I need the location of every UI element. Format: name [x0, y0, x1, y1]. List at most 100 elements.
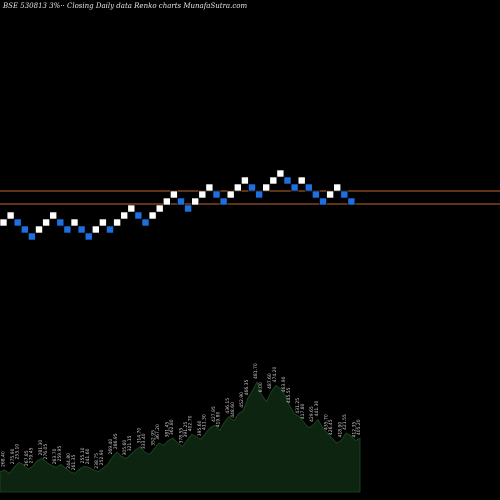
- renko-brick: [262, 183, 271, 192]
- renko-brick: [191, 197, 199, 206]
- renko-brick: [340, 190, 349, 199]
- volume-label: 452.90: [239, 392, 245, 408]
- volume-label: 238.75: [94, 453, 100, 469]
- renko-brick: [134, 211, 143, 220]
- volume-label: 244.80: [66, 453, 72, 469]
- volume-label: 263.70: [52, 448, 58, 464]
- volume-label: 405.20: [356, 419, 362, 435]
- volume-label: 426.45: [328, 419, 334, 435]
- volume-label: 281.30: [38, 440, 44, 456]
- volume-label: 279.45: [29, 447, 35, 463]
- renko-brick: [127, 204, 136, 213]
- volume-label: 435.70: [323, 414, 329, 430]
- renko-brick: [92, 225, 100, 234]
- renko-brick: [106, 225, 114, 234]
- volume-label: 378.55: [178, 428, 184, 444]
- volume-label: 427.95: [211, 406, 217, 422]
- renko-brick: [35, 225, 43, 234]
- volume-label: 305.60: [122, 440, 128, 456]
- volume-label: 367.20: [155, 424, 161, 440]
- volume-label: 362.80: [169, 419, 175, 435]
- renko-brick: [205, 183, 214, 192]
- renko-brick: [226, 190, 235, 199]
- renko-brick: [155, 204, 164, 213]
- renko-brick: [276, 169, 285, 178]
- renko-brick: [141, 218, 150, 227]
- volume-label: 412.35: [351, 422, 357, 438]
- volume-label: 321.15: [127, 435, 133, 451]
- volume-label: 448.60: [230, 402, 236, 418]
- volume-label: 269.40: [108, 439, 114, 455]
- volume-label: 259.95: [57, 446, 63, 462]
- volume-label: 251.95: [0, 453, 2, 469]
- renko-brick: [319, 197, 327, 206]
- volume-label: 286.95: [113, 433, 119, 449]
- renko-brick: [49, 211, 58, 220]
- volume-label: 352.95: [150, 430, 156, 446]
- volume-label: 255.10: [80, 447, 86, 463]
- renko-brick: [13, 218, 22, 227]
- renko-brick: [212, 190, 221, 199]
- renko-brick: [184, 204, 192, 213]
- volume-label: 252.90: [99, 449, 105, 465]
- volume-label: 429.65: [309, 406, 315, 422]
- renko-brick: [312, 190, 320, 199]
- volume-label: 466.35: [244, 380, 250, 396]
- volume-label: 441.30: [314, 401, 320, 417]
- volume-label: 421.55: [342, 414, 348, 430]
- volume-label: 445.55: [286, 387, 292, 403]
- renko-brick: [297, 176, 306, 185]
- volume-label: 411.30: [202, 414, 208, 430]
- renko-brick: [269, 176, 278, 185]
- renko-brick: [63, 225, 72, 234]
- renko-brick: [77, 225, 86, 234]
- renko-brick: [113, 218, 121, 227]
- renko-brick: [283, 176, 292, 185]
- renko-brick: [148, 211, 157, 220]
- renko-brick: [290, 183, 299, 192]
- volume-label: 253.10: [15, 444, 21, 460]
- volume-label: 381.45: [164, 422, 170, 438]
- volume-label: 333.40: [141, 433, 147, 449]
- volume-label: 418.90: [337, 422, 343, 438]
- volume-label: 436.15: [225, 398, 231, 414]
- renko-brick: [120, 211, 128, 220]
- volume-label: 391.25: [183, 422, 189, 438]
- renko-brick: [28, 232, 36, 241]
- renko-brick: [234, 183, 242, 192]
- volume-label: 417.80: [300, 403, 306, 419]
- renko-brick: [333, 183, 342, 192]
- volume-label: 474.20: [272, 367, 278, 383]
- renko-brick: [42, 218, 50, 227]
- renko-brick: [347, 197, 356, 206]
- renko-brick: [248, 183, 256, 192]
- renko-brick: [163, 197, 171, 206]
- volume-label: 395.60: [197, 420, 203, 436]
- chart-title: BSE 530813 3%·· Closing Daily data Renko…: [3, 2, 248, 10]
- volume-label: 419.80: [216, 412, 222, 428]
- renko-brick: [177, 197, 185, 206]
- renko-brick: [170, 190, 178, 199]
- renko-brick: [219, 197, 228, 206]
- volume-label: 276.05: [43, 444, 49, 460]
- volume-label: 314.70: [136, 428, 142, 444]
- renko-brick: [99, 218, 107, 227]
- volume-label: 267.85: [24, 450, 30, 466]
- volume-area: [0, 381, 361, 493]
- renko-brick: [56, 218, 65, 227]
- volume-label: 487.60: [267, 373, 273, 389]
- volume-label: 6.00: [258, 382, 264, 392]
- renko-brick: [20, 225, 29, 234]
- renko-brick: [326, 190, 334, 199]
- volume-label: 431.25: [295, 398, 301, 414]
- renko-brick: [84, 232, 93, 241]
- renko-brick: [241, 176, 249, 185]
- renko-brick: [198, 190, 207, 199]
- renko-brick: [255, 190, 263, 199]
- volume-label: 268.40: [1, 451, 7, 467]
- volume-label: 463.90: [281, 376, 287, 392]
- renko-brick: [6, 211, 15, 220]
- volume-label: 261.35: [71, 455, 77, 471]
- volume-label: 241.60: [85, 448, 91, 464]
